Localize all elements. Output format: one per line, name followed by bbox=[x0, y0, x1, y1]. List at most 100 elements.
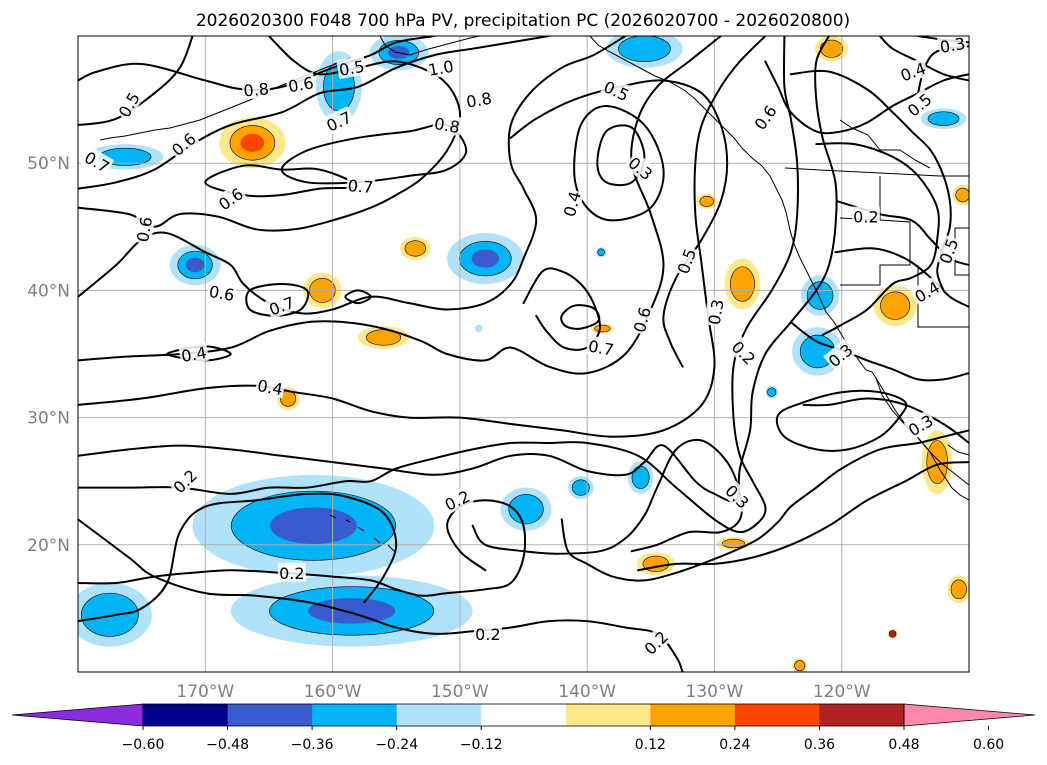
precip-cell-32-level-1 bbox=[819, 39, 844, 58]
contour-label-text-38: 0.3 bbox=[938, 34, 966, 57]
colorbar-tick-label-7: 0.36 bbox=[804, 737, 835, 753]
contour-label-text-5: 0.5 bbox=[338, 57, 366, 80]
precip-cell-18-level-2 bbox=[240, 133, 265, 153]
precip-cell-31-level-1 bbox=[699, 195, 715, 207]
precip-cell-0-level-2 bbox=[269, 507, 358, 545]
contour-label-bg-23 bbox=[624, 151, 658, 185]
contour-label-bg-19 bbox=[440, 485, 474, 515]
map-area: 1.00.8 0.80.80.60.50.50.70.60.70.6 0.70.60… bbox=[78, 34, 969, 672]
colorbar-tick-label-1: −0.48 bbox=[206, 737, 249, 753]
contour-label-text-4: 0.6 bbox=[287, 73, 315, 96]
contour-label-12: 0.6 bbox=[131, 213, 156, 245]
lat-tick-label-1: 30°N bbox=[27, 409, 70, 429]
contour-label-32: 0.2 bbox=[851, 206, 880, 227]
contour-label-20: 0.2 bbox=[473, 623, 502, 644]
pv-contour-0-5-14 bbox=[509, 79, 729, 368]
contour-label-text-20: 0.2 bbox=[475, 625, 500, 644]
precip-cell-27-level-1 bbox=[955, 187, 969, 203]
pv-contour-0-3-16 bbox=[596, 124, 646, 187]
contour-label-text-15: 0.4 bbox=[180, 343, 208, 366]
north-america-coast bbox=[589, 36, 969, 486]
colorbar-bin-0 bbox=[143, 704, 229, 726]
contour-label-bg-0 bbox=[425, 55, 457, 80]
contour-label-bg-5 bbox=[336, 55, 368, 80]
colorbar-bin-2 bbox=[312, 704, 398, 726]
contour-label-bg-38 bbox=[936, 36, 968, 57]
contour-label-bg-30 bbox=[721, 479, 755, 513]
contour-label-bg-8 bbox=[166, 127, 201, 160]
colorbar-bin-4 bbox=[481, 704, 567, 726]
lon-tick-label-2: 150°W bbox=[431, 682, 489, 702]
precip-cell-20-level-1 bbox=[365, 329, 402, 346]
contour-label-bg-31 bbox=[749, 100, 781, 135]
pv-contour-0-3-29 bbox=[789, 321, 969, 382]
contour-label-3: 0.8 bbox=[431, 112, 463, 137]
contour-label-bg-20 bbox=[473, 623, 502, 643]
pv-contour-0-2-24 bbox=[637, 461, 969, 572]
lon-tick-label-0: 170°W bbox=[176, 682, 234, 702]
contour-label-bg-1 bbox=[241, 78, 271, 100]
colorbar-tick-label-9: 0.60 bbox=[973, 737, 1004, 753]
contour-label-bg-14 bbox=[265, 291, 298, 319]
pv-contour-0-2-20 bbox=[78, 492, 398, 623]
precip-cell-1-level-2 bbox=[308, 598, 396, 624]
contour-label-bg-17 bbox=[167, 464, 202, 498]
contour-label-28: 0.3 bbox=[703, 296, 728, 328]
precip-cell-4-level-2 bbox=[185, 257, 205, 273]
precip-cell-26-level-1 bbox=[950, 579, 967, 600]
contour-label-bg-12 bbox=[131, 213, 156, 245]
pv-contour-0-7-8 bbox=[344, 289, 372, 305]
contour-label-text-11: 0.7 bbox=[347, 176, 374, 197]
contour-label-5: 0.5 bbox=[336, 55, 368, 80]
lat-tick-label-0: 20°N bbox=[27, 536, 70, 556]
colorbar bbox=[11, 703, 1036, 727]
latitude-tick-labels: 20°N 30°N 40°N 50°N bbox=[27, 154, 70, 556]
lon-tick-label-1: 160°W bbox=[304, 682, 362, 702]
contour-label-text-28: 0.3 bbox=[705, 298, 728, 326]
precip-cell-2-level-1 bbox=[80, 592, 139, 637]
contour-label-37: 0.4 bbox=[896, 57, 930, 85]
contour-label-bg-6 bbox=[113, 87, 144, 122]
contour-label-bg-35 bbox=[934, 234, 962, 268]
contour-label-bg-11 bbox=[345, 174, 376, 197]
mexico-mainland bbox=[947, 444, 969, 456]
contour-label-bg-7 bbox=[321, 106, 356, 136]
colorbar-tick-label-3: −0.24 bbox=[375, 737, 418, 753]
contour-label-16: 0.4 bbox=[254, 374, 286, 399]
pv-contour-0-6-6 bbox=[78, 36, 627, 315]
contour-label-27: 0.7 bbox=[585, 335, 617, 360]
contour-label-1: 0.8 bbox=[241, 78, 271, 100]
longitude-tick-labels: 170°W 160°W 150°W 140°W 130°W 120°W bbox=[176, 682, 870, 702]
contour-label-bg-33 bbox=[823, 338, 857, 372]
colorbar-tick-label-8: 0.48 bbox=[888, 737, 919, 753]
pv-contour-0-3-28 bbox=[834, 247, 969, 308]
colorbar-bin-6 bbox=[650, 704, 736, 726]
contour-label-text-12: 0.6 bbox=[133, 215, 156, 243]
precip-cell-30-level-1 bbox=[594, 324, 611, 333]
colorbar-tick-label-6: 0.24 bbox=[719, 737, 750, 753]
pv-contour-0-7-7 bbox=[245, 283, 310, 317]
pv-contour-0-2-21 bbox=[471, 438, 743, 555]
pv-contour-0-6-35 bbox=[764, 60, 969, 135]
contour-label-bg-39 bbox=[903, 409, 938, 440]
contour-label-bg-13 bbox=[206, 280, 238, 305]
precip-cell-24-level-1 bbox=[880, 291, 911, 320]
contour-label-0: 1.0 bbox=[425, 55, 457, 80]
contour-label-38: 0.3 bbox=[936, 34, 968, 57]
precip-cell-7-level-1 bbox=[631, 465, 650, 489]
precip-cell-29-level-1 bbox=[721, 538, 746, 549]
chart-title: 2026020300 F048 700 hPa PV, precipitatio… bbox=[196, 11, 850, 31]
precip-cell-17-level-0 bbox=[475, 324, 483, 333]
us-canada-border bbox=[784, 167, 969, 177]
precip-cell-16-level-1 bbox=[767, 387, 777, 397]
hawaii bbox=[329, 514, 397, 554]
contour-label-bg-28 bbox=[703, 296, 727, 328]
contour-label-text-27: 0.7 bbox=[587, 337, 615, 360]
contour-label-bg-34 bbox=[909, 276, 944, 307]
pv-contour-0-4-30 bbox=[815, 142, 940, 336]
lon-tick-label-3: 140°W bbox=[558, 682, 616, 702]
colorbar-tick-label-2: −0.36 bbox=[291, 737, 334, 753]
precip-cell-12-level-1 bbox=[806, 281, 834, 310]
pv-contour-0-3-22 bbox=[560, 429, 969, 582]
